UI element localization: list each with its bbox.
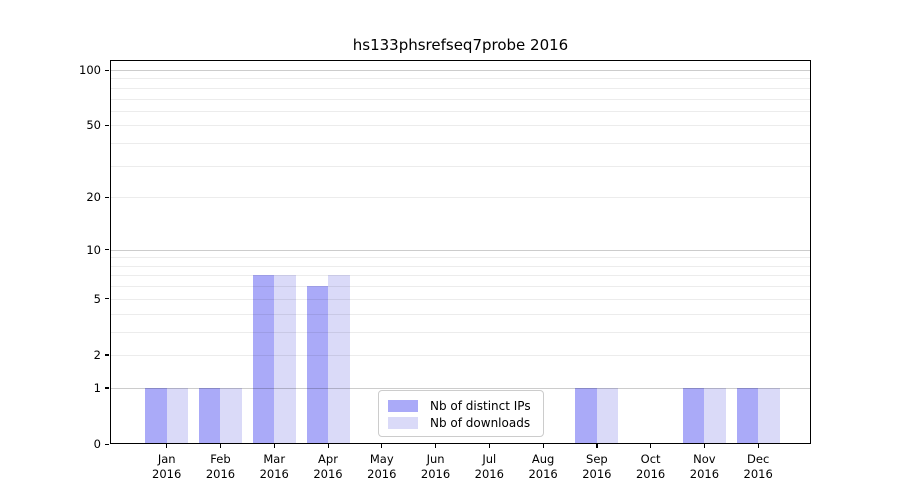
y-tick-mark: [105, 354, 109, 356]
legend: Nb of distinct IPs Nb of downloads: [378, 390, 544, 437]
bar-dl-mar: [274, 275, 296, 444]
x-tick-label: May 2016: [367, 452, 397, 481]
y-tick-label: 0: [93, 437, 101, 451]
bar-dl-dec: [758, 387, 780, 444]
bar-ips-jan: [145, 387, 167, 444]
y-tick-label: 5: [93, 291, 101, 306]
x-tick-mark: [219, 444, 222, 448]
y-tick-label: 1: [93, 380, 101, 395]
y-tick-mark: [105, 249, 109, 251]
x-tick-mark: [757, 444, 759, 448]
x-tick-mark: [327, 444, 329, 448]
x-tick-label: Jun 2016: [420, 452, 451, 481]
x-tick-label: Sep 2016: [582, 452, 612, 481]
x-tick-label: Aug 2016: [528, 452, 558, 481]
x-tick-mark: [435, 444, 437, 448]
chart-title: hs133phsrefseq7probe 2016: [352, 36, 569, 54]
y-tick-mark: [105, 387, 109, 389]
bar-ips-nov: [682, 387, 705, 444]
bar-dl-sep: [596, 387, 619, 444]
x-tick-label: Jan 2016: [152, 452, 182, 481]
y-tick-label: 2: [93, 347, 101, 362]
x-tick-mark: [166, 444, 168, 448]
y-tick-mark: [105, 69, 109, 71]
x-tick-mark: [650, 444, 652, 448]
x-tick-label: Nov 2016: [689, 452, 720, 481]
y-tick-label: 50: [86, 118, 101, 133]
y-tick-mark: [105, 443, 109, 445]
x-tick-mark: [488, 444, 490, 448]
y-tick-mark: [105, 298, 109, 300]
x-tick-label: Apr 2016: [313, 452, 343, 481]
bar-dl-jan: [166, 387, 189, 444]
legend-label-downloads: Nb of downloads: [430, 415, 531, 430]
legend-item-distinct-ips: Nb of distinct IPs: [388, 398, 534, 413]
x-tick-mark: [596, 444, 598, 448]
x-tick-label: Mar 2016: [259, 452, 289, 481]
bar-ips-sep: [575, 387, 597, 444]
bar-dl-apr: [328, 275, 350, 444]
x-tick-label: Dec 2016: [743, 452, 773, 481]
y-tick-mark: [105, 124, 109, 127]
x-tick-mark: [542, 444, 544, 448]
y-tick-mark: [105, 196, 109, 198]
x-tick-mark: [381, 444, 383, 448]
x-tick-label: Oct 2016: [635, 452, 666, 481]
y-tick-label: 10: [86, 242, 101, 257]
legend-item-downloads: Nb of downloads: [388, 415, 534, 430]
bar-ips-dec: [736, 387, 759, 444]
bar-dl-feb: [220, 387, 242, 444]
x-tick-mark: [703, 444, 706, 448]
bar-ips-mar: [252, 275, 275, 444]
y-tick-label: 20: [86, 190, 101, 205]
y-tick-label: 100: [79, 63, 101, 77]
legend-swatch-downloads: [388, 416, 418, 429]
x-tick-label: Jul 2016: [474, 452, 504, 481]
x-tick-mark: [273, 444, 275, 448]
bar-ips-apr: [306, 286, 328, 444]
legend-label-distinct-ips: Nb of distinct IPs: [430, 398, 531, 413]
bar-ips-feb: [198, 387, 221, 444]
legend-swatch-distinct-ips: [388, 399, 418, 412]
x-tick-label: Feb 2016: [205, 452, 236, 481]
bar-dl-nov: [704, 387, 726, 444]
